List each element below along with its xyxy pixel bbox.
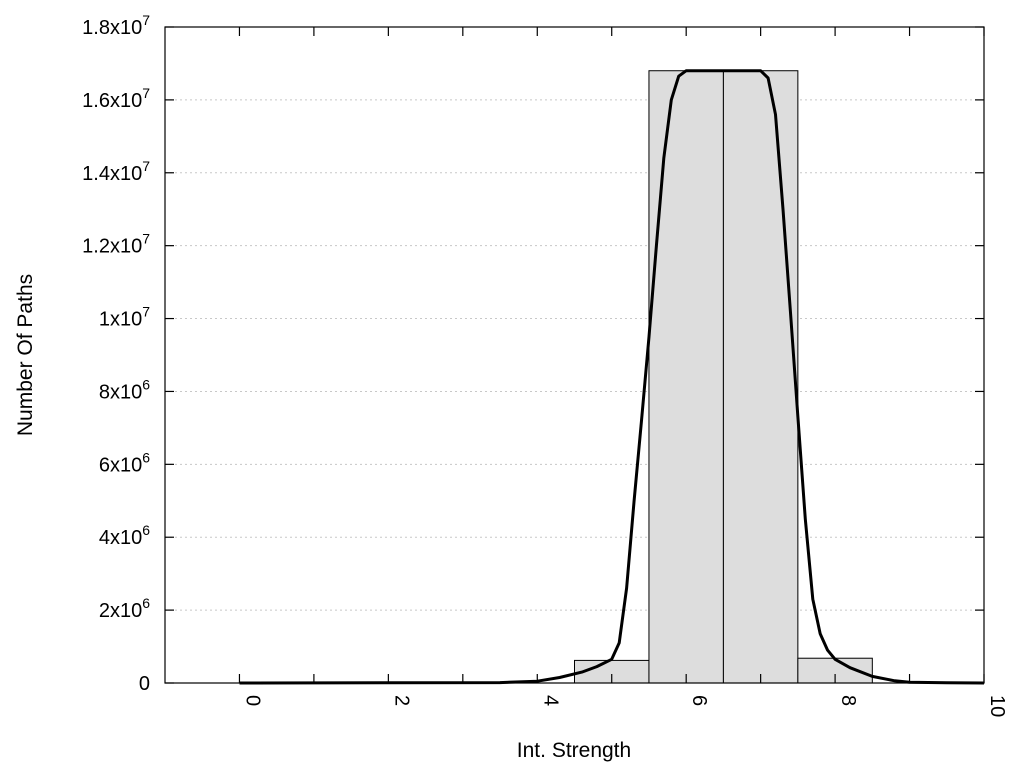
histogram-bar [648,70,724,684]
ticks-layer [165,26,985,684]
y-tick-label: 4x106 [99,522,150,549]
grid-layer [165,99,984,611]
y-tick-label: 0 [139,673,150,695]
x-tick-labels: 0 2 4 6 8 10 [242,695,1009,717]
y-tick-exponent: 6 [142,376,150,392]
histogram-bar [722,70,799,684]
x-tick-label: 0 [242,695,264,706]
y-tick-label: 1.4x107 [82,158,150,185]
y-tick-exponent: 7 [142,12,150,28]
y-tick-mantissa: 1.2x10 [82,236,142,258]
y-tick-label: 1.2x107 [82,231,150,258]
x-tick-label: 4 [539,695,561,706]
y-tick-exponent: 6 [142,449,150,465]
y-tick-mantissa: 1x10 [99,309,142,331]
y-tick-exponent: 7 [142,304,150,320]
y-axis-label: Number Of Paths [14,274,37,436]
fitted-curve [239,69,985,685]
x-tick-label: 6 [688,695,710,706]
y-tick-mantissa: 0 [139,673,150,695]
plot-frame [164,26,985,684]
y-tick-label: 1x107 [99,304,150,331]
y-tick-mantissa: 1.6x10 [82,90,142,112]
y-tick-label: 2x106 [99,595,150,622]
x-tick-label: 10 [986,695,1008,717]
y-tick-exponent: 7 [142,158,150,174]
y-tick-label: 6x106 [99,449,150,476]
y-tick-label: 1.6x107 [82,85,150,112]
x-tick-label: 2 [390,695,412,706]
x-tick-label: 8 [837,695,859,706]
y-tick-mantissa: 2x10 [99,600,142,622]
bars-layer [574,70,873,684]
y-tick-mantissa: 8x10 [99,381,142,403]
y-tick-mantissa: 6x10 [99,454,142,476]
y-tick-label: 1.8x107 [82,12,150,39]
y-tick-mantissa: 1.4x10 [82,163,142,185]
y-tick-mantissa: 1.8x10 [82,17,142,39]
y-tick-labels: 02x1064x1066x1068x1061x1071.2x1071.4x107… [82,12,150,695]
y-tick-mantissa: 4x10 [99,527,142,549]
y-tick-exponent: 6 [142,522,150,538]
y-tick-exponent: 6 [142,595,150,611]
y-tick-exponent: 7 [142,231,150,247]
x-axis-label: Int. Strength [517,739,631,762]
y-tick-exponent: 7 [142,85,150,101]
y-tick-label: 8x106 [99,376,150,403]
